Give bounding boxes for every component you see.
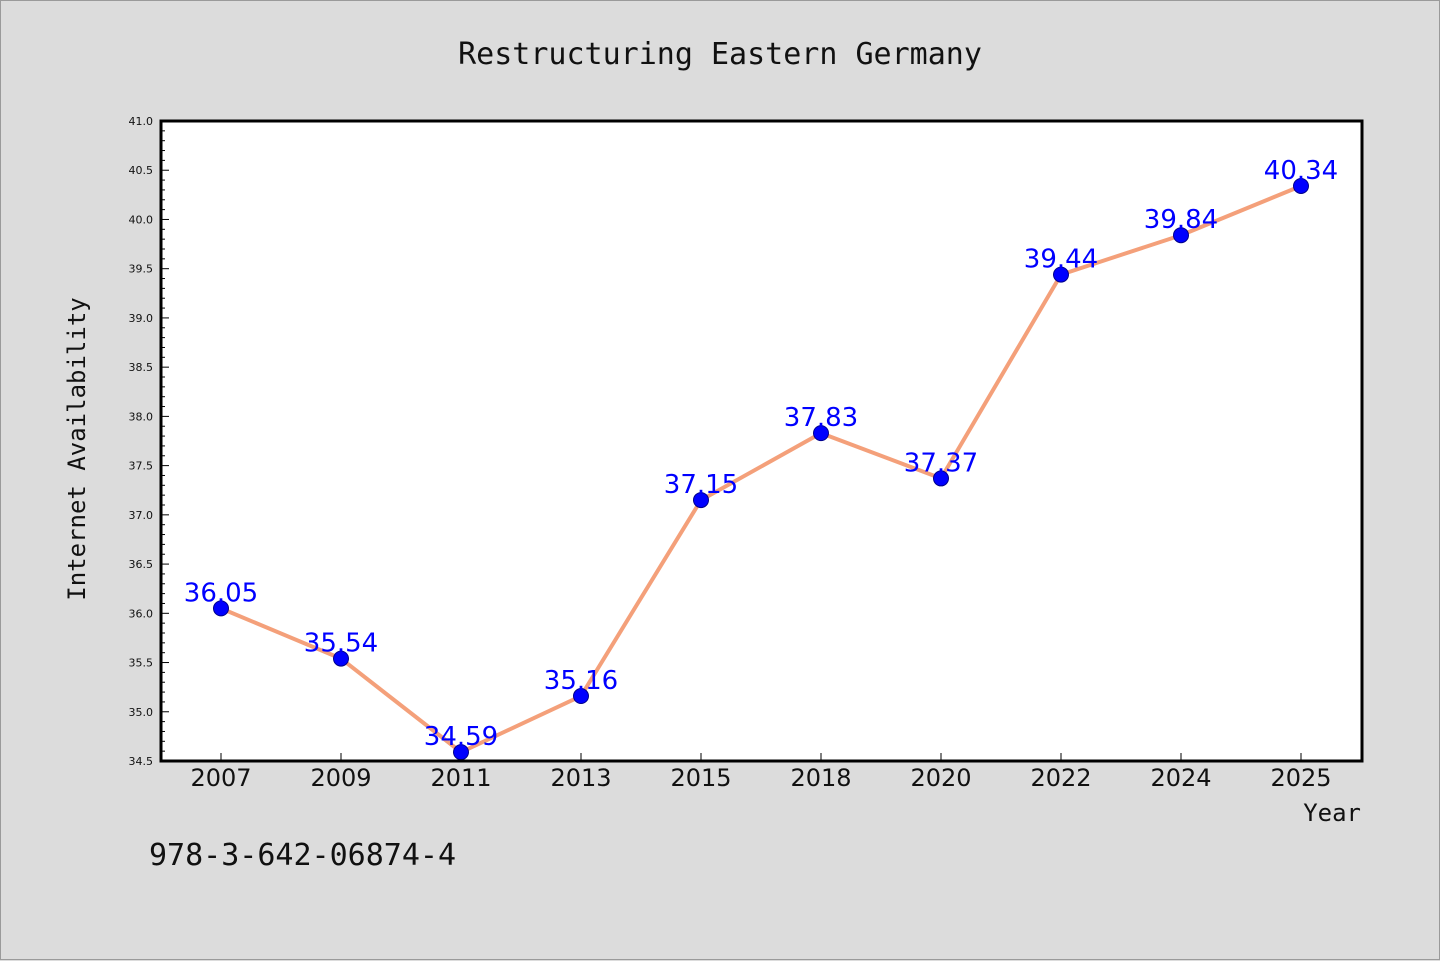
x-tick-label: 2020	[910, 764, 971, 792]
chart-title: Restructuring Eastern Germany	[458, 37, 982, 72]
y-axis-ticks: 34.5 35.0 35.5 36.0 36.5 37.0 37.5 38.0 38.5 39.0…	[129, 115, 169, 768]
x-axis-ticks: 2007 2009 2011 2013 2015 2018 2020 2022 2024 2025	[190, 753, 1332, 792]
data-label: 34.59	[424, 722, 498, 752]
x-tick-label: 2007	[190, 764, 251, 792]
y-tick-label: 39.0	[129, 312, 154, 325]
y-tick-label: 34.5	[129, 755, 154, 768]
data-point	[333, 650, 349, 667]
series-line	[220, 184, 1302, 755]
data-point	[1053, 266, 1069, 283]
x-tick-label: 2015	[670, 764, 731, 792]
data-label: 35.16	[544, 666, 618, 696]
y-axis-label: Internet Availability	[63, 297, 91, 600]
x-tick-label: 2025	[1270, 764, 1331, 792]
x-tick-label: 2024	[1150, 764, 1211, 792]
data-label: 40.34	[1264, 156, 1338, 186]
plot-area	[161, 121, 1362, 761]
series-group: 36.05 35.54 34.59 35.16 37.15 37.83 37.37 39.44…	[184, 156, 1338, 761]
y-tick-label: 40.0	[129, 213, 154, 226]
y-tick-label: 37.5	[129, 460, 154, 473]
x-tick-label: 2011	[430, 764, 491, 792]
x-tick-label: 2009	[310, 764, 371, 792]
x-tick-label: 2013	[550, 764, 611, 792]
y-tick-label: 38.5	[129, 361, 154, 374]
isbn-footnote: 978-3-642-06874-4	[149, 838, 456, 873]
data-label: 37.15	[664, 470, 738, 500]
data-point	[1293, 177, 1309, 194]
data-label: 39.84	[1144, 205, 1218, 235]
data-point	[933, 470, 949, 487]
data-label: 37.83	[784, 403, 858, 433]
data-point	[1173, 227, 1189, 244]
y-tick-label: 37.0	[129, 509, 154, 522]
data-point	[813, 425, 829, 442]
y-tick-label: 36.5	[129, 558, 154, 571]
data-label: 35.54	[304, 629, 378, 659]
data-point	[693, 492, 709, 509]
y-tick-label: 39.5	[129, 263, 154, 276]
plot-frame	[159, 119, 1364, 763]
y-tick-label: 38.0	[129, 410, 154, 423]
x-tick-label: 2018	[790, 764, 851, 792]
data-label: 36.05	[184, 578, 258, 608]
data-label: 37.37	[904, 448, 978, 478]
y-tick-label: 41.0	[129, 115, 154, 128]
y-tick-label: 35.0	[129, 706, 154, 719]
x-axis-label: Year	[1303, 799, 1361, 827]
y-tick-label: 36.0	[129, 607, 154, 620]
data-label: 39.44	[1024, 245, 1098, 275]
y-tick-label: 35.5	[129, 657, 154, 670]
data-point	[213, 600, 229, 617]
y-tick-label: 40.5	[129, 164, 154, 177]
x-tick-label: 2022	[1030, 764, 1091, 792]
data-point	[573, 688, 589, 705]
